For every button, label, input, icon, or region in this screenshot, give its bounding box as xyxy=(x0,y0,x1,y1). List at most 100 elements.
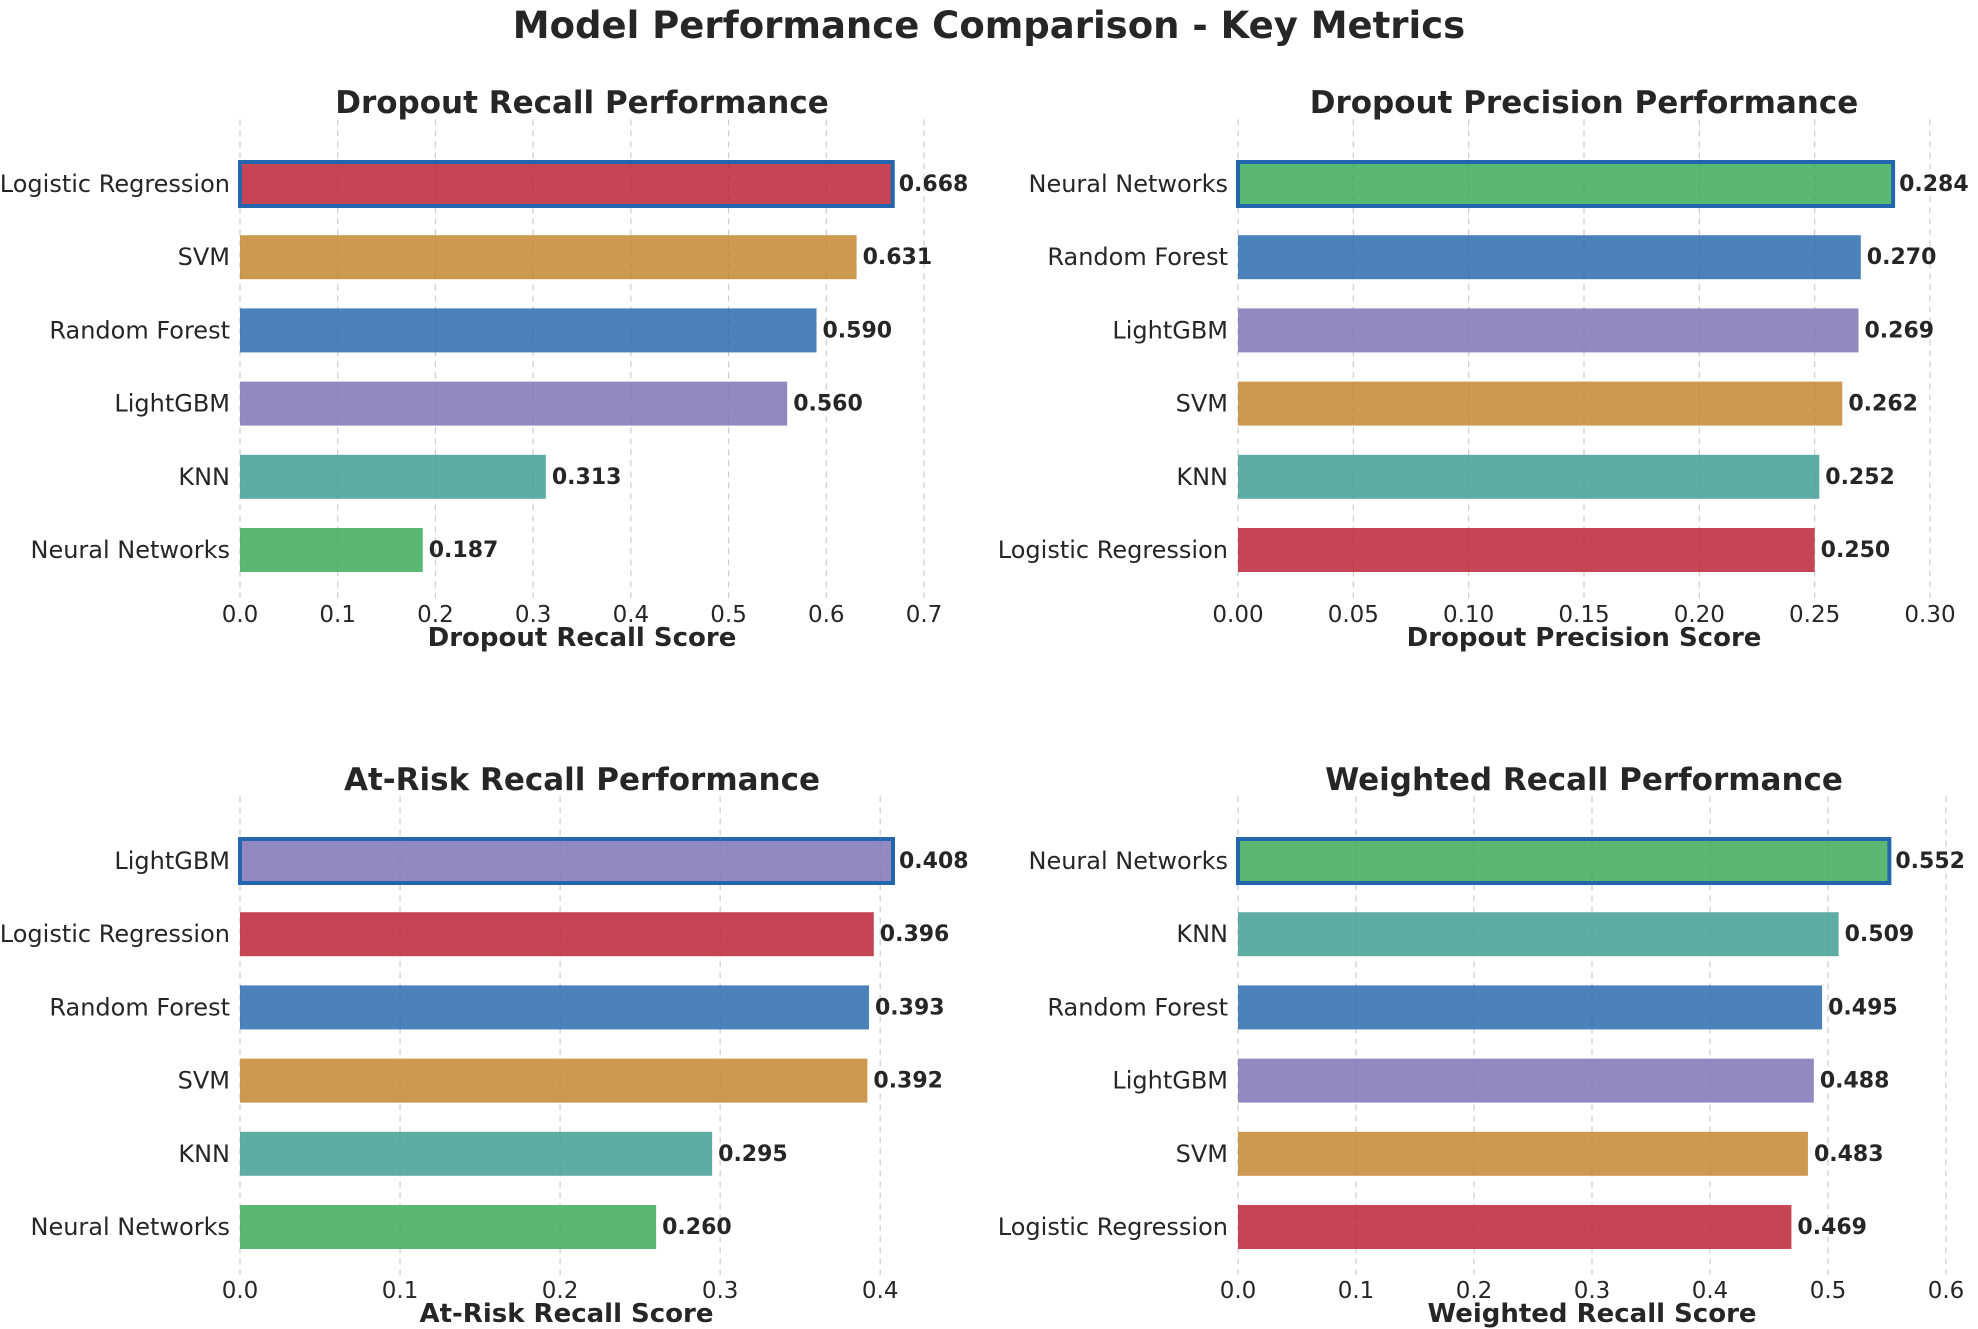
category-label: KNN xyxy=(1176,920,1228,948)
bar xyxy=(1238,381,1843,426)
chart-panel-2: Dropout Precision Performance Neural Netw… xyxy=(998,85,1969,653)
x-axis-label: Weighted Recall Score xyxy=(1427,1299,1756,1329)
category-label: LightGBM xyxy=(114,847,230,875)
bar xyxy=(240,985,869,1030)
bar-highlighted xyxy=(1236,160,1896,208)
value-label: 0.509 xyxy=(1845,922,1915,947)
category-label: Neural Networks xyxy=(1028,170,1228,198)
category-label: Logistic Regression xyxy=(998,536,1228,564)
x-tick-label: 0.05 xyxy=(1328,602,1379,628)
x-tick-label: 0.1 xyxy=(382,1278,419,1304)
value-label: 0.393 xyxy=(875,995,945,1020)
chart-title: Weighted Recall Performance xyxy=(1325,762,1843,798)
value-label: 0.270 xyxy=(1867,245,1937,270)
bar xyxy=(240,1205,657,1249)
value-label: 0.187 xyxy=(429,538,499,563)
category-label: Logistic Regression xyxy=(0,920,230,948)
x-axis-label: At-Risk Recall Score xyxy=(419,1299,713,1329)
value-label: 0.252 xyxy=(1825,465,1895,490)
category-label: KNN xyxy=(178,1140,230,1168)
category-label: SVM xyxy=(178,1067,230,1095)
category-label: Random Forest xyxy=(49,316,230,344)
x-tick-label: 0.2 xyxy=(542,1278,579,1304)
bar xyxy=(240,308,817,353)
bar xyxy=(1238,985,1823,1030)
x-tick-label: 0.00 xyxy=(1212,602,1263,628)
value-label: 0.284 xyxy=(1899,172,1969,197)
value-label: 0.392 xyxy=(873,1069,943,1094)
x-tick-label: 0.15 xyxy=(1558,602,1609,628)
x-tick-label: 0.5 xyxy=(710,602,747,628)
value-label: 0.269 xyxy=(1864,318,1934,343)
category-label: Logistic Regression xyxy=(998,1213,1228,1241)
category-label: Logistic Regression xyxy=(0,170,230,198)
x-tick-label: 0.20 xyxy=(1674,602,1725,628)
category-label: Neural Networks xyxy=(30,1213,230,1241)
category-label: SVM xyxy=(1176,390,1228,418)
category-label: KNN xyxy=(178,463,230,491)
bar xyxy=(240,1058,868,1103)
x-tick-label: 0.3 xyxy=(1574,1278,1611,1304)
x-tick-label: 0.6 xyxy=(1928,1278,1965,1304)
category-label: SVM xyxy=(178,243,230,271)
bar xyxy=(240,912,874,957)
chart-panel-1: Dropout Recall Performance Logistic Regre… xyxy=(0,85,968,653)
category-label: SVM xyxy=(1176,1140,1228,1168)
bar xyxy=(1238,454,1820,499)
value-label: 0.313 xyxy=(552,465,622,490)
chart-panel-4: Weighted Recall Performance Neural Networ… xyxy=(998,762,1965,1329)
chart-title: Dropout Precision Performance xyxy=(1310,85,1859,121)
x-tick-label: 0.4 xyxy=(1692,1278,1729,1304)
value-label: 0.262 xyxy=(1848,392,1918,417)
bar xyxy=(240,235,857,280)
category-label: KNN xyxy=(1176,463,1228,491)
value-label: 0.469 xyxy=(1797,1215,1867,1240)
value-label: 0.560 xyxy=(793,392,863,417)
value-label: 0.552 xyxy=(1895,849,1965,874)
x-tick-label: 0.3 xyxy=(515,602,552,628)
bar xyxy=(240,528,423,572)
x-tick-label: 0.25 xyxy=(1789,602,1840,628)
bar xyxy=(1238,1205,1792,1249)
x-tick-label: 0.10 xyxy=(1443,602,1494,628)
value-label: 0.250 xyxy=(1821,538,1891,563)
category-label: LightGBM xyxy=(1112,316,1228,344)
bar xyxy=(240,454,546,499)
x-tick-label: 0.30 xyxy=(1904,602,1955,628)
value-label: 0.590 xyxy=(823,318,893,343)
x-tick-label: 0.6 xyxy=(808,602,845,628)
category-label: Neural Networks xyxy=(1028,847,1228,875)
value-label: 0.488 xyxy=(1820,1069,1890,1094)
category-label: LightGBM xyxy=(114,390,230,418)
chart-title: At-Risk Recall Performance xyxy=(344,762,820,798)
x-tick-label: 0.7 xyxy=(906,602,943,628)
category-label: Neural Networks xyxy=(30,536,230,564)
bar xyxy=(240,381,788,426)
x-axis-label: Dropout Recall Score xyxy=(428,623,737,653)
value-label: 0.483 xyxy=(1814,1142,1884,1167)
x-tick-label: 0.4 xyxy=(862,1278,899,1304)
bar xyxy=(1238,528,1815,572)
bar xyxy=(1238,235,1861,280)
bar-highlighted xyxy=(238,837,895,885)
figure-title: Model Performance Comparison - Key Metri… xyxy=(513,4,1465,47)
x-tick-label: 0.4 xyxy=(613,602,650,628)
x-tick-label: 0.3 xyxy=(702,1278,739,1304)
category-label: LightGBM xyxy=(1112,1067,1228,1095)
value-label: 0.668 xyxy=(899,172,969,197)
x-tick-label: 0.0 xyxy=(222,602,259,628)
category-label: Random Forest xyxy=(1047,243,1228,271)
value-label: 0.295 xyxy=(718,1142,788,1167)
bar-highlighted xyxy=(238,160,895,208)
bar xyxy=(1238,1058,1814,1103)
bar xyxy=(240,1131,713,1176)
x-tick-label: 0.0 xyxy=(1220,1278,1257,1304)
x-tick-label: 0.2 xyxy=(417,602,454,628)
value-label: 0.396 xyxy=(880,922,950,947)
chart-panel-3: At-Risk Recall Performance LightGBM 0.408 L… xyxy=(0,762,969,1329)
value-label: 0.408 xyxy=(899,849,969,874)
x-tick-label: 0.1 xyxy=(319,602,356,628)
value-label: 0.631 xyxy=(863,245,933,270)
